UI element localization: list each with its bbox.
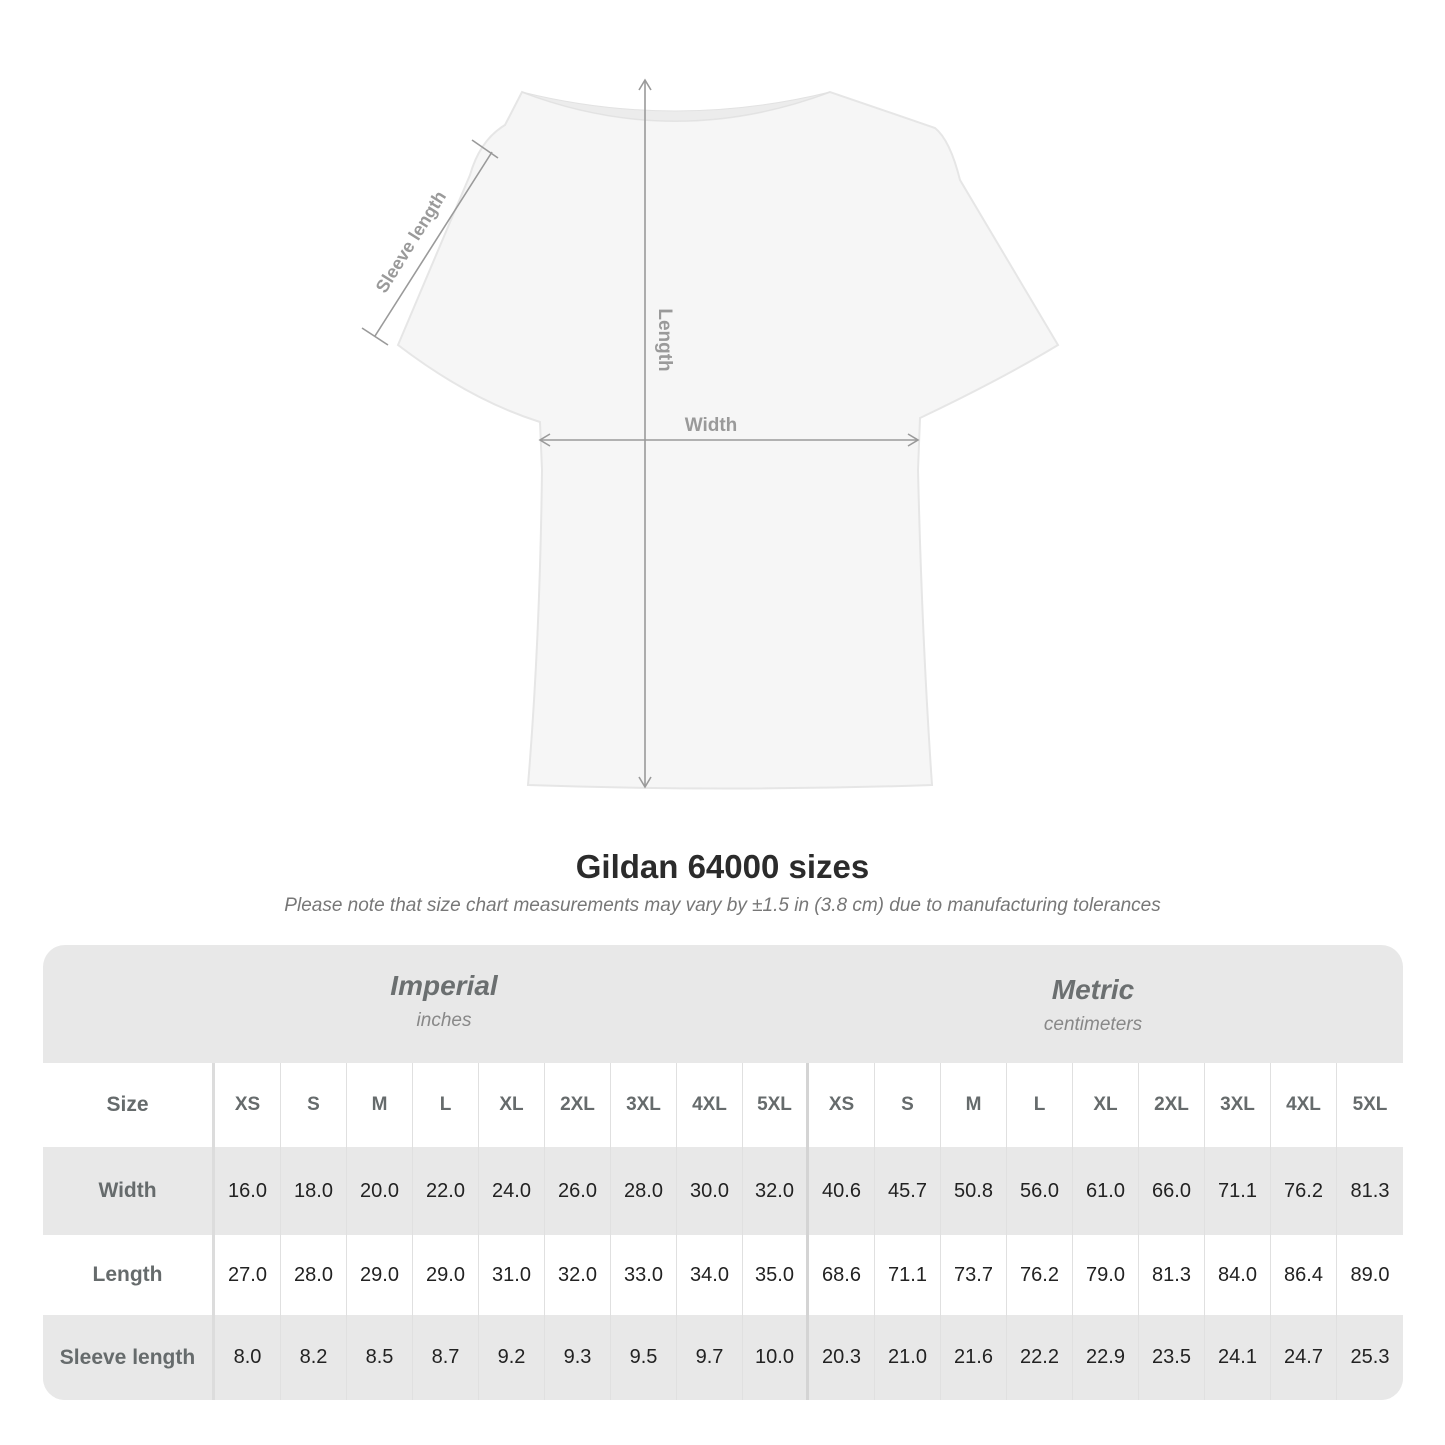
imperial-size-L: L — [413, 1063, 479, 1147]
size-header-row: Size XS S M L XL 2XL 3XL 4XL 5XL XS S M L XL 2XL 3XL 4XL 5… — [43, 1063, 1403, 1147]
metric-cell: 61.0 — [1073, 1147, 1139, 1235]
metric-cell: 71.1 — [875, 1235, 941, 1315]
imperial-cell: 22.0 — [413, 1147, 479, 1235]
imperial-cell: 34.0 — [677, 1235, 743, 1315]
metric-cell: 24.7 — [1271, 1315, 1337, 1400]
metric-size-2XL: 2XL — [1139, 1063, 1205, 1147]
metric-cell: 45.7 — [875, 1147, 941, 1235]
imperial-title: Imperial — [390, 970, 498, 1001]
metric-cell: 68.6 — [809, 1235, 875, 1315]
metric-cell: 23.5 — [1139, 1315, 1205, 1400]
table-row-sleeve-length: Sleeve length 8.0 8.2 8.5 8.7 9.2 9.3 9.5 9.7 10.… — [43, 1315, 1403, 1400]
imperial-cell: 24.0 — [479, 1147, 545, 1235]
metric-cell: 76.2 — [1271, 1147, 1337, 1235]
tolerance-note: Please note that size chart measurements… — [284, 895, 1161, 916]
imperial-size-4XL: 4XL — [677, 1063, 743, 1147]
metric-cell: 81.3 — [1350, 1179, 1390, 1202]
metric-cell: 22.9 — [1073, 1315, 1139, 1400]
metric-cell: 89.0 — [1350, 1263, 1390, 1286]
imperial-cell: 9.5 — [611, 1315, 677, 1400]
table-row-length: Length 27.0 28.0 29.0 29.0 31.0 32.0 33.0 34.0 35… — [43, 1235, 1403, 1315]
imperial-size-XS: XS — [215, 1063, 281, 1147]
metric-cell: 40.6 — [809, 1147, 875, 1235]
metric-size-S: S — [875, 1063, 941, 1147]
tshirt-collar — [521, 91, 831, 122]
imperial-unit: inches — [416, 1010, 472, 1031]
imperial-cell: 8.0 — [215, 1315, 281, 1400]
sleeve-line — [374, 151, 493, 337]
row-label: Width — [43, 1147, 215, 1235]
metric-cell: 20.3 — [809, 1315, 875, 1400]
imperial-cell: 33.0 — [611, 1235, 677, 1315]
imperial-cell: 26.0 — [545, 1147, 611, 1235]
metric-unit: centimeters — [1043, 1014, 1143, 1035]
imperial-cell: 8.5 — [347, 1315, 413, 1400]
metric-header: Metric centimeters — [943, 974, 1243, 1036]
size-label: Size — [43, 1063, 215, 1147]
imperial-size-S: S — [281, 1063, 347, 1147]
metric-cell: 76.2 — [1007, 1235, 1073, 1315]
metric-cell: 86.4 — [1271, 1235, 1337, 1315]
imperial-cell: 8.7 — [413, 1315, 479, 1400]
imperial-cell: 10.0 — [743, 1315, 809, 1400]
metric-size-XS: XS — [809, 1063, 875, 1147]
imperial-cell: 29.0 — [413, 1235, 479, 1315]
imperial-size-M: M — [347, 1063, 413, 1147]
imperial-cell: 28.0 — [611, 1147, 677, 1235]
imperial-size-3XL: 3XL — [611, 1063, 677, 1147]
imperial-cell: 9.7 — [677, 1315, 743, 1400]
imperial-size-2XL: 2XL — [545, 1063, 611, 1147]
metric-cell: 50.8 — [941, 1147, 1007, 1235]
metric-cell: 24.1 — [1205, 1315, 1271, 1400]
imperial-cell: 16.0 — [215, 1147, 281, 1235]
size-table: Imperial inches Metric centimeters Size X… — [43, 945, 1403, 1400]
imperial-size-5XL: 5XL — [743, 1063, 809, 1147]
tshirt-diagram: Sleeve length Length Width — [361, 78, 1060, 790]
imperial-cell: 32.0 — [743, 1147, 809, 1235]
metric-cell: 25.3 — [1350, 1346, 1390, 1368]
metric-size-4XL: 4XL — [1271, 1063, 1337, 1147]
imperial-cell: 9.2 — [479, 1315, 545, 1400]
page-title: Gildan 64000 sizes — [575, 848, 870, 885]
metric-title: Metric — [1051, 974, 1135, 1005]
imperial-cell: 9.3 — [545, 1315, 611, 1400]
length-label: Length — [654, 308, 675, 371]
metric-cell: 66.0 — [1139, 1147, 1205, 1235]
imperial-cell: 35.0 — [743, 1235, 809, 1315]
imperial-size-XL: XL — [479, 1063, 545, 1147]
imperial-cell: 8.2 — [281, 1315, 347, 1400]
imperial-cell: 20.0 — [347, 1147, 413, 1235]
imperial-cell: 30.0 — [677, 1147, 743, 1235]
metric-size-XL: XL — [1073, 1063, 1139, 1147]
metric-size-M: M — [941, 1063, 1007, 1147]
width-label: Width — [685, 415, 738, 436]
metric-cell: 21.6 — [941, 1315, 1007, 1400]
metric-cell: 79.0 — [1073, 1235, 1139, 1315]
metric-cell: 73.7 — [941, 1235, 1007, 1315]
metric-size-5XL: 5XL — [1352, 1094, 1388, 1115]
metric-cell: 56.0 — [1007, 1147, 1073, 1235]
imperial-cell: 32.0 — [545, 1235, 611, 1315]
row-label: Length — [43, 1235, 215, 1315]
table-row-width: Width 16.0 18.0 20.0 22.0 24.0 26.0 28.0 30.0 32.… — [43, 1147, 1403, 1235]
imperial-cell: 28.0 — [281, 1235, 347, 1315]
row-label: Sleeve length — [43, 1315, 215, 1400]
imperial-cell: 29.0 — [347, 1235, 413, 1315]
imperial-cell: 31.0 — [479, 1235, 545, 1315]
metric-cell: 22.2 — [1007, 1315, 1073, 1400]
metric-size-3XL: 3XL — [1205, 1063, 1271, 1147]
metric-cell: 84.0 — [1205, 1235, 1271, 1315]
metric-size-L: L — [1007, 1063, 1073, 1147]
metric-cell: 81.3 — [1139, 1235, 1205, 1315]
metric-cell: 71.1 — [1205, 1147, 1271, 1235]
imperial-cell: 27.0 — [215, 1235, 281, 1315]
imperial-header: Imperial inches — [294, 970, 594, 1032]
imperial-cell: 18.0 — [281, 1147, 347, 1235]
metric-cell: 21.0 — [875, 1315, 941, 1400]
